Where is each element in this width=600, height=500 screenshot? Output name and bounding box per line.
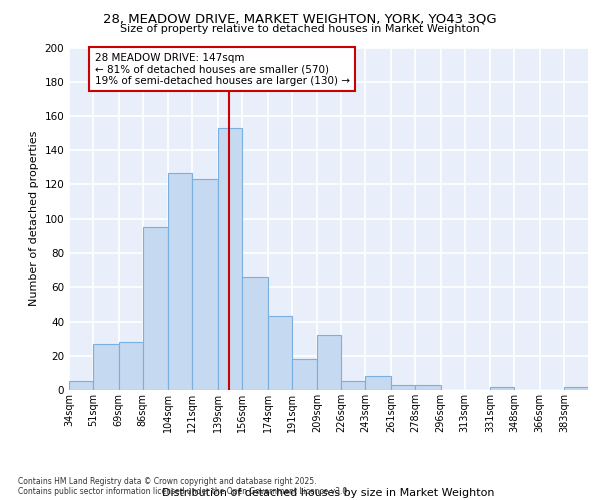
Text: 28, MEADOW DRIVE, MARKET WEIGHTON, YORK, YO43 3QG: 28, MEADOW DRIVE, MARKET WEIGHTON, YORK,… <box>103 12 497 26</box>
Bar <box>193 180 218 390</box>
Bar <box>391 385 415 390</box>
Y-axis label: Number of detached properties: Number of detached properties <box>29 131 39 306</box>
Text: Contains HM Land Registry data © Crown copyright and database right 2025.
Contai: Contains HM Land Registry data © Crown c… <box>18 476 350 496</box>
Bar <box>93 344 119 390</box>
Bar <box>119 342 143 390</box>
X-axis label: Distribution of detached houses by size in Market Weighton: Distribution of detached houses by size … <box>162 488 495 498</box>
Bar <box>143 228 168 390</box>
Bar <box>317 335 341 390</box>
Bar <box>268 316 292 390</box>
Bar <box>242 277 268 390</box>
Bar <box>69 382 93 390</box>
Bar <box>564 386 588 390</box>
Bar <box>292 359 317 390</box>
Bar <box>365 376 391 390</box>
Text: 28 MEADOW DRIVE: 147sqm
← 81% of detached houses are smaller (570)
19% of semi-d: 28 MEADOW DRIVE: 147sqm ← 81% of detache… <box>95 52 350 86</box>
Bar <box>490 386 514 390</box>
Bar <box>218 128 242 390</box>
Text: Size of property relative to detached houses in Market Weighton: Size of property relative to detached ho… <box>120 24 480 34</box>
Bar <box>415 385 440 390</box>
Bar <box>341 382 365 390</box>
Bar <box>168 172 193 390</box>
